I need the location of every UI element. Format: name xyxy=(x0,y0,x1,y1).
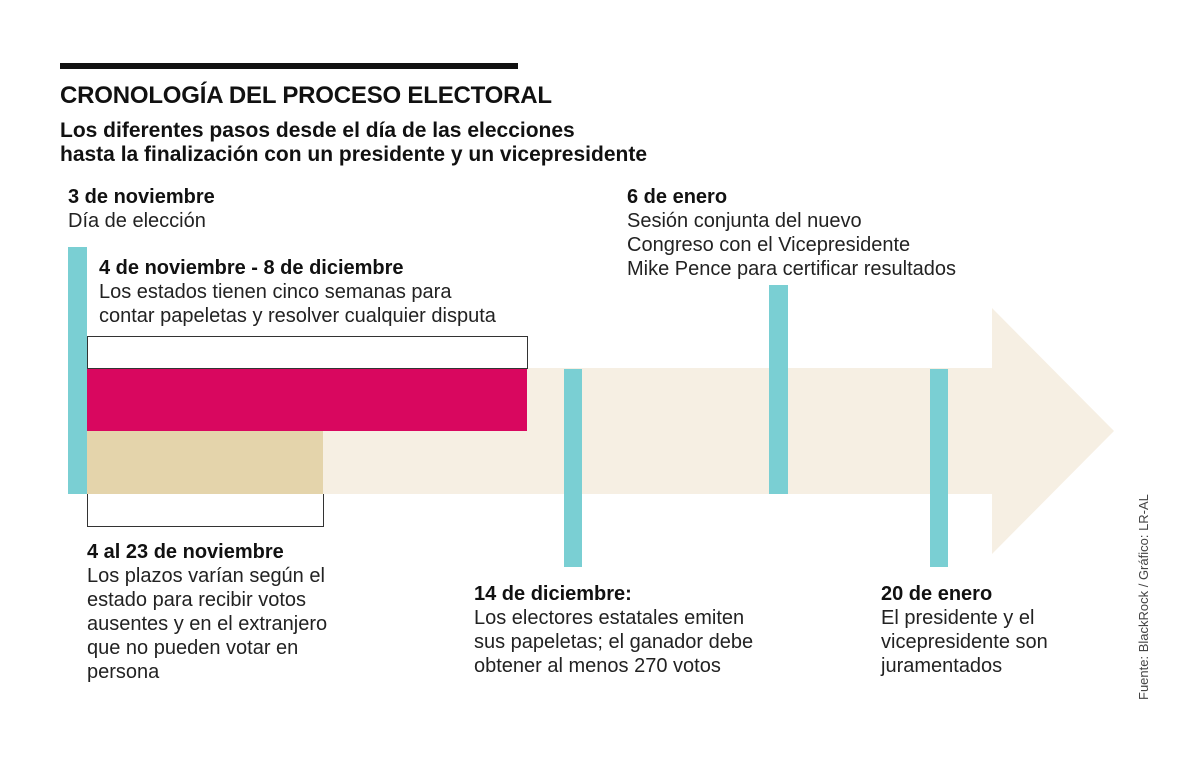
event-congress-line-1: Sesión conjunta del nuevo xyxy=(627,210,862,232)
event-absentee-line-3: ausentes y en el extranjero xyxy=(87,613,328,635)
event-count-date: 4 de noviembre - 8 de diciembre xyxy=(99,257,404,279)
marker-congress xyxy=(769,285,788,494)
event-electors-line-3: obtener al menos 270 votos xyxy=(474,655,721,677)
title-rule xyxy=(60,63,518,69)
event-absentee: 4 al 23 de noviembre Los plazos varían s… xyxy=(87,540,327,684)
event-inauguration: 20 de enero El presidente y el vicepresi… xyxy=(881,582,1048,678)
event-electors: 14 de diciembre: Los electores estatales… xyxy=(474,582,753,678)
count-period-outline xyxy=(87,336,528,369)
event-inauguration-line-3: juramentados xyxy=(881,655,1003,677)
marker-election xyxy=(68,247,87,494)
event-count: 4 de noviembre - 8 de diciembre Los esta… xyxy=(99,256,496,328)
event-congress-line-3: Mike Pence para certificar resultados xyxy=(627,258,957,280)
page-title: CRONOLOGÍA DEL PROCESO ELECTORAL xyxy=(60,82,552,109)
event-election-date: 3 de noviembre xyxy=(68,186,215,208)
event-inauguration-line-2: vicepresidente son xyxy=(881,631,1048,653)
event-electors-date: 14 de diciembre: xyxy=(474,583,632,605)
event-absentee-date: 4 al 23 de noviembre xyxy=(87,541,284,563)
marker-inauguration xyxy=(930,369,948,567)
absentee-period-outline xyxy=(87,494,324,527)
event-inauguration-date: 20 de enero xyxy=(881,583,993,605)
subtitle-line-2: hasta la finalización con un presidente … xyxy=(60,143,647,166)
event-congress: 6 de enero Sesión conjunta del nuevo Con… xyxy=(627,185,956,281)
subtitle-line-1: Los diferentes pasos desde el día de las… xyxy=(60,119,575,142)
event-absentee-line-1: Los plazos varían según el xyxy=(87,565,325,587)
event-absentee-line-4: que no pueden votar en xyxy=(87,637,299,659)
event-congress-line-2: Congreso con el Vicepresidente xyxy=(627,234,911,256)
source-credit: Fuente: BlackRock / Gráfico: LR-AL xyxy=(1136,494,1151,700)
count-period-bar xyxy=(87,369,527,431)
event-count-line-2: contar papeletas y resolver cualquier di… xyxy=(99,305,496,327)
event-electors-line-1: Los electores estatales emiten xyxy=(474,607,745,629)
event-count-line-1: Los estados tienen cinco semanas para xyxy=(99,281,452,303)
event-election-text: Día de elección xyxy=(68,210,206,232)
event-election: 3 de noviembre Día de elección xyxy=(68,185,215,233)
event-absentee-line-5: persona xyxy=(87,661,160,683)
page-subtitle: Los diferentes pasos desde el día de las… xyxy=(60,119,647,167)
absentee-period-bar xyxy=(87,431,323,494)
event-electors-line-2: sus papeletas; el ganador debe xyxy=(474,631,754,653)
event-inauguration-line-1: El presidente y el xyxy=(881,607,1035,629)
marker-electors xyxy=(564,369,582,567)
event-absentee-line-2: estado para recibir votos xyxy=(87,589,307,611)
event-congress-date: 6 de enero xyxy=(627,186,728,208)
